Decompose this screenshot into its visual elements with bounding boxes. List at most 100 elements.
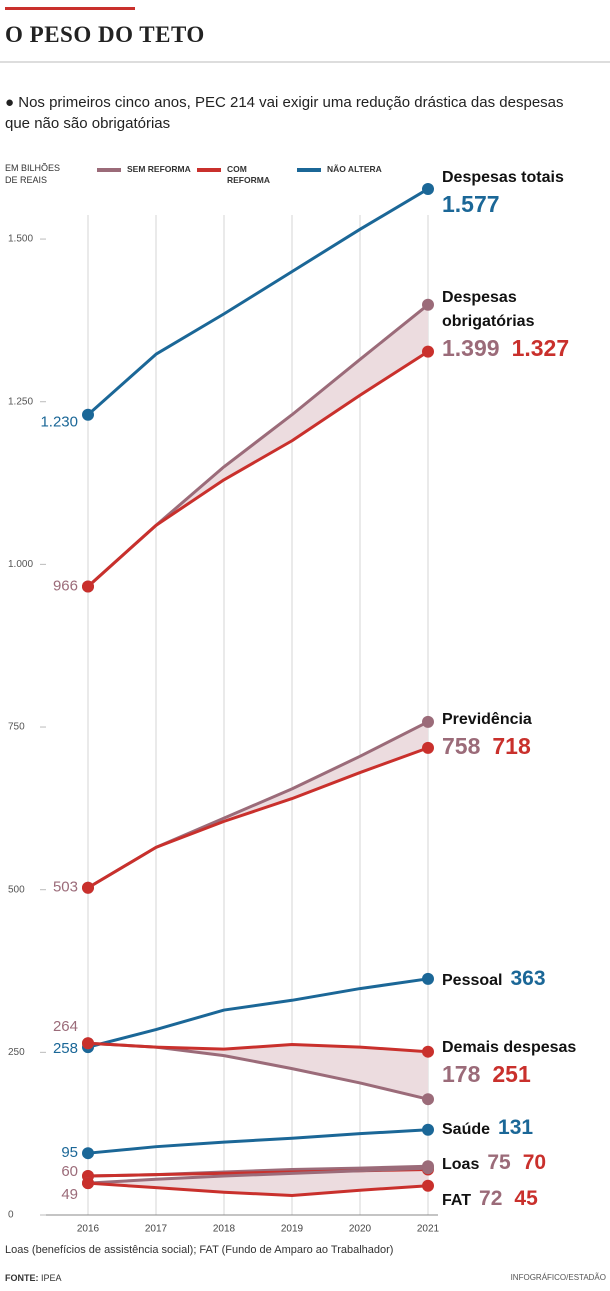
legend-label: NÃO ALTERA <box>327 164 382 174</box>
end-value-label: 1.399 <box>442 335 500 361</box>
start-value-label: 49 <box>61 1186 78 1203</box>
end-dot <box>82 1177 94 1190</box>
group-values: 1.399 1.327 <box>442 334 602 362</box>
end-value-label: 363 <box>510 967 546 990</box>
group-name: Saúde <box>442 1121 491 1138</box>
dots <box>82 182 434 1192</box>
unit-label: EM BILHÕES DE REAIS <box>5 163 61 185</box>
group-label: Despesas obrigatórias 1.399 1.327 <box>442 286 602 362</box>
end-dot <box>82 1147 94 1160</box>
group-label: Despesas totais 1.577 <box>442 166 602 218</box>
legend-label: SEM REFORMA <box>127 164 191 174</box>
group-values: 131 <box>498 1114 545 1142</box>
start-value-label: 1.230 <box>40 414 78 431</box>
y-tick-label: 1.000 <box>8 559 33 570</box>
end-value-label: 72 <box>479 1187 503 1210</box>
legend-item: NÃO ALTERA <box>297 164 391 175</box>
legend-item: COM REFORMA <box>197 164 291 186</box>
series-line <box>87 1181 429 1197</box>
start-value-label: 258 <box>53 1040 78 1057</box>
group-label: Saúde 131 <box>442 1114 545 1142</box>
bullet: ● <box>5 94 19 111</box>
x-tick-label: 2021 <box>417 1224 440 1235</box>
end-dot <box>82 881 94 894</box>
group-label: FAT 72 45 <box>442 1185 550 1213</box>
end-dot <box>422 1162 434 1175</box>
group-label: Demais despesas 178 251 <box>442 1036 602 1088</box>
end-value-label: 758 <box>442 733 481 759</box>
end-dot <box>422 182 434 195</box>
lines <box>86 187 429 1197</box>
end-dot <box>422 1179 434 1192</box>
y-tick-label: 500 <box>8 884 25 895</box>
series-line <box>86 350 429 588</box>
y-tick-label: 0 <box>8 1210 14 1221</box>
series-line <box>87 187 429 416</box>
group-values: 1.577 <box>442 190 602 218</box>
end-value-label: 1.577 <box>442 191 500 217</box>
legend-item: SEM REFORMA <box>97 164 191 175</box>
group-values: 75 70 <box>487 1149 558 1177</box>
source-label: FONTE: <box>5 1273 39 1283</box>
difference-area <box>88 1043 428 1100</box>
end-value-label: 131 <box>498 1116 534 1139</box>
end-dot <box>422 298 434 311</box>
end-dot <box>422 972 434 985</box>
y-tick-label: 750 <box>8 722 25 733</box>
group-name: Previdência <box>442 711 532 728</box>
end-value-label: 1.327 <box>511 335 570 361</box>
end-dot <box>422 1093 434 1106</box>
end-dot <box>82 580 94 593</box>
end-dot <box>422 1045 434 1058</box>
group-name: Demais despesas <box>442 1039 577 1056</box>
end-value-label: 251 <box>492 1061 531 1087</box>
subtitle: Nos primeiros cinco anos, PEC 214 vai ex… <box>5 94 564 132</box>
group-values: 363 <box>510 965 557 993</box>
group-label: Loas 75 70 <box>442 1149 558 1177</box>
group-name: FAT <box>442 1192 472 1209</box>
series-line <box>87 1041 429 1054</box>
end-value-label: 718 <box>492 733 531 759</box>
end-value-label: 178 <box>442 1061 481 1087</box>
start-value-label: 503 <box>53 879 78 896</box>
series-line <box>87 746 429 890</box>
end-dot <box>422 345 434 358</box>
y-tick-label: 250 <box>8 1047 25 1058</box>
x-tick-label: 2016 <box>77 1224 100 1235</box>
series-line <box>87 1128 429 1155</box>
y-tick-label: 1.250 <box>8 396 33 407</box>
group-values: 72 45 <box>479 1185 550 1213</box>
group-name: Loas <box>442 1156 480 1173</box>
group-name: Despesas obrigatórias <box>442 289 535 330</box>
y-tick-label: 1.500 <box>8 234 33 245</box>
x-tick-label: 2019 <box>281 1224 304 1235</box>
x-tick-label: 2020 <box>349 1224 372 1235</box>
end-value-label: 70 <box>522 1151 547 1174</box>
subtitle-block: ● Nos primeiros cinco anos, PEC 214 vai … <box>5 92 565 134</box>
end-dot <box>82 1037 94 1050</box>
end-value-label: 45 <box>514 1187 538 1210</box>
legend-swatch <box>197 168 221 172</box>
chart-title: O PESO DO TETO <box>5 22 205 47</box>
start-value-label: 95 <box>61 1144 78 1161</box>
series-line <box>87 720 429 890</box>
group-label: Previdência 758 718 <box>442 708 602 760</box>
note: Loas (benefícios de assistência social);… <box>5 1244 394 1256</box>
series-line <box>87 977 429 1049</box>
x-tick-label: 2018 <box>213 1224 236 1235</box>
legend-label: COM REFORMA <box>227 164 270 185</box>
end-value-label: 75 <box>487 1151 511 1174</box>
group-name: Despesas totais <box>442 169 564 186</box>
group-values: 758 718 <box>442 732 602 760</box>
group-values: 178 251 <box>442 1060 602 1088</box>
legend-swatch <box>97 168 121 172</box>
x-tick-label: 2017 <box>145 1224 168 1235</box>
title-rule <box>5 7 135 10</box>
group-name: Pessoal <box>442 972 503 989</box>
start-value-label: 966 <box>53 577 78 594</box>
end-dot <box>422 1123 434 1136</box>
legend-swatch <box>297 168 321 172</box>
end-dot <box>422 715 434 728</box>
